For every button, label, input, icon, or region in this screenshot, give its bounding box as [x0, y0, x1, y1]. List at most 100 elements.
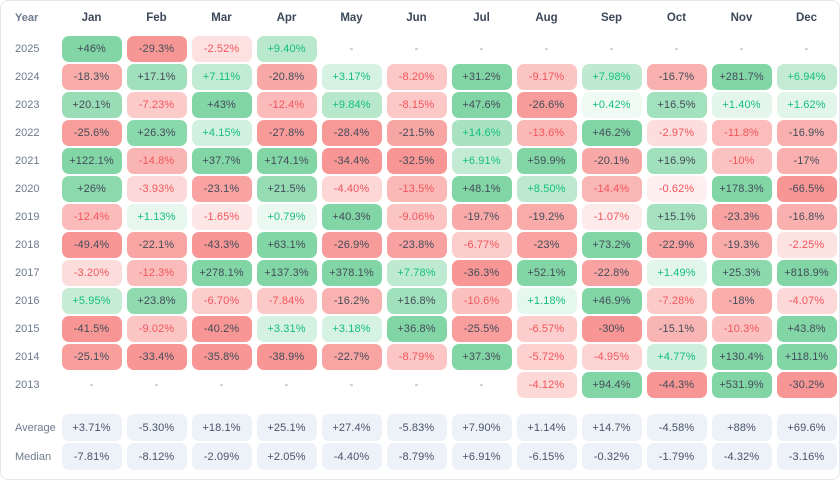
return-cell: +7.98%	[581, 64, 642, 90]
month-column-header: Jul	[473, 12, 490, 24]
summary-cell: +88%	[711, 414, 772, 441]
return-cell: -	[674, 43, 679, 55]
return-cell: -32.5%	[386, 148, 447, 174]
return-cell: +378.1%	[321, 260, 382, 286]
return-cell: -20.8%	[256, 64, 317, 90]
return-cell: +5.95%	[61, 288, 122, 314]
summary-row-label: Median	[15, 450, 52, 463]
return-cell: -3.93%	[126, 176, 187, 202]
return-cell: -19.2%	[516, 204, 577, 230]
return-cell: -22.1%	[126, 232, 187, 258]
return-cell: +17.1%	[126, 64, 187, 90]
return-cell: -43.3%	[191, 232, 252, 258]
year-row: 2016 +5.95% +23.8% -6.70% -7.84% -16.2% +16.8%…	[1, 287, 839, 315]
return-cell: +818.9%	[776, 260, 837, 286]
row-year-label: 2014	[15, 351, 40, 363]
summary-cell: -8.12%	[126, 443, 187, 470]
return-cell: -	[544, 43, 549, 55]
return-cell: +52.1%	[516, 260, 577, 286]
return-cell: -	[284, 379, 289, 391]
month-column-header: Jan	[81, 12, 102, 24]
year-row: 2019 -12.4% +1.13% -1.65% +0.79% +40.3% -9.06%…	[1, 203, 839, 231]
year-row: 2024 -18.3% +17.1% +7.11% -20.8% +3.17% -8.20%…	[1, 63, 839, 91]
return-cell: -10%	[711, 148, 772, 174]
row-year-label: 2017	[15, 267, 40, 279]
summary-cell: -4.32%	[711, 443, 772, 470]
return-cell: -	[414, 379, 419, 391]
summary-divider	[1, 399, 839, 413]
return-cell: +43.8%	[776, 316, 837, 342]
month-column-header: May	[340, 12, 363, 24]
return-cell: +4.77%	[646, 344, 707, 370]
return-cell: +118.1%	[776, 344, 837, 370]
return-cell: -11.8%	[711, 120, 772, 146]
return-cell: +3.18%	[321, 316, 382, 342]
return-cell: -12.4%	[61, 204, 122, 230]
return-cell: -	[479, 379, 484, 391]
return-cell: -9.17%	[516, 64, 577, 90]
return-cell: +130.4%	[711, 344, 772, 370]
row-year-label: 2016	[15, 295, 40, 307]
month-column-header: Feb	[146, 12, 167, 24]
return-cell: +26.3%	[126, 120, 187, 146]
return-cell: +6.91%	[451, 148, 512, 174]
return-cell: +9.40%	[256, 36, 317, 62]
return-cell: -35.8%	[191, 344, 252, 370]
return-cell: -6.77%	[451, 232, 512, 258]
return-cell: +1.13%	[126, 204, 187, 230]
return-cell: -28.4%	[321, 120, 382, 146]
summary-cell: -4.40%	[321, 443, 382, 470]
return-cell: +7.11%	[191, 64, 252, 90]
return-cell: -25.5%	[451, 316, 512, 342]
return-cell: -	[609, 43, 614, 55]
month-column-header: Jun	[406, 12, 427, 24]
return-cell: -30.2%	[776, 372, 837, 398]
return-cell: -4.07%	[776, 288, 837, 314]
return-cell: +281.7%	[711, 64, 772, 90]
return-cell: +47.6%	[451, 92, 512, 118]
return-cell: -14.4%	[581, 176, 642, 202]
return-cell: +31.2%	[451, 64, 512, 90]
return-cell: -66.5%	[776, 176, 837, 202]
return-cell: +36.8%	[386, 316, 447, 342]
return-cell: -8.15%	[386, 92, 447, 118]
row-year-label: 2022	[15, 127, 40, 139]
year-row: 2025 +46% -29.3% -2.52% +9.40% - - - - - - - -	[1, 35, 839, 63]
return-cell: +26%	[61, 176, 122, 202]
year-row: 2020 +26% -3.93% -23.1% +21.5% -4.40% -13.5% +4…	[1, 175, 839, 203]
row-year-label: 2019	[15, 211, 40, 223]
year-row: 2022 -25.6% +26.3% +4.15% -27.8% -28.4% -21.5%…	[1, 119, 839, 147]
return-cell: -4.40%	[321, 176, 382, 202]
return-cell: -2.52%	[191, 36, 252, 62]
return-cell: -1.07%	[581, 204, 642, 230]
return-cell: -34.4%	[321, 148, 382, 174]
row-year-label: 2013	[15, 379, 40, 391]
month-column-header: Dec	[795, 12, 818, 24]
year-row: 2013 - - - - - - - -4.12% +94.4% -44.3% +531.9% -30.…	[1, 371, 839, 399]
return-cell: +122.1%	[61, 148, 122, 174]
return-cell: +37.3%	[451, 344, 512, 370]
return-cell: +43%	[191, 92, 252, 118]
return-cell: +15.1%	[646, 204, 707, 230]
return-cell: -13.6%	[516, 120, 577, 146]
return-cell: +40.3%	[321, 204, 382, 230]
summary-cell: +14.7%	[581, 414, 642, 441]
return-cell: -33.4%	[126, 344, 187, 370]
month-column-header: Apr	[276, 12, 297, 24]
return-cell: -19.7%	[451, 204, 512, 230]
summary-cell: -2.09%	[191, 443, 252, 470]
return-cell: +46.2%	[581, 120, 642, 146]
year-row: 2018 -49.4% -22.1% -43.3% +63.1% -26.9% -23.8%…	[1, 231, 839, 259]
year-row: 2017 -3.20% -12.3% +278.1% +137.3% +378.1% +7.…	[1, 259, 839, 287]
return-cell: +73.2%	[581, 232, 642, 258]
return-cell: -0.62%	[646, 176, 707, 202]
summary-cell: -8.79%	[386, 443, 447, 470]
return-cell: -23.8%	[386, 232, 447, 258]
summary-cell: -5.83%	[386, 414, 447, 441]
return-cell: -49.4%	[61, 232, 122, 258]
month-column-header: Oct	[666, 12, 687, 24]
return-cell: -29.3%	[126, 36, 187, 62]
return-cell: -	[219, 379, 224, 391]
return-cell: -7.28%	[646, 288, 707, 314]
